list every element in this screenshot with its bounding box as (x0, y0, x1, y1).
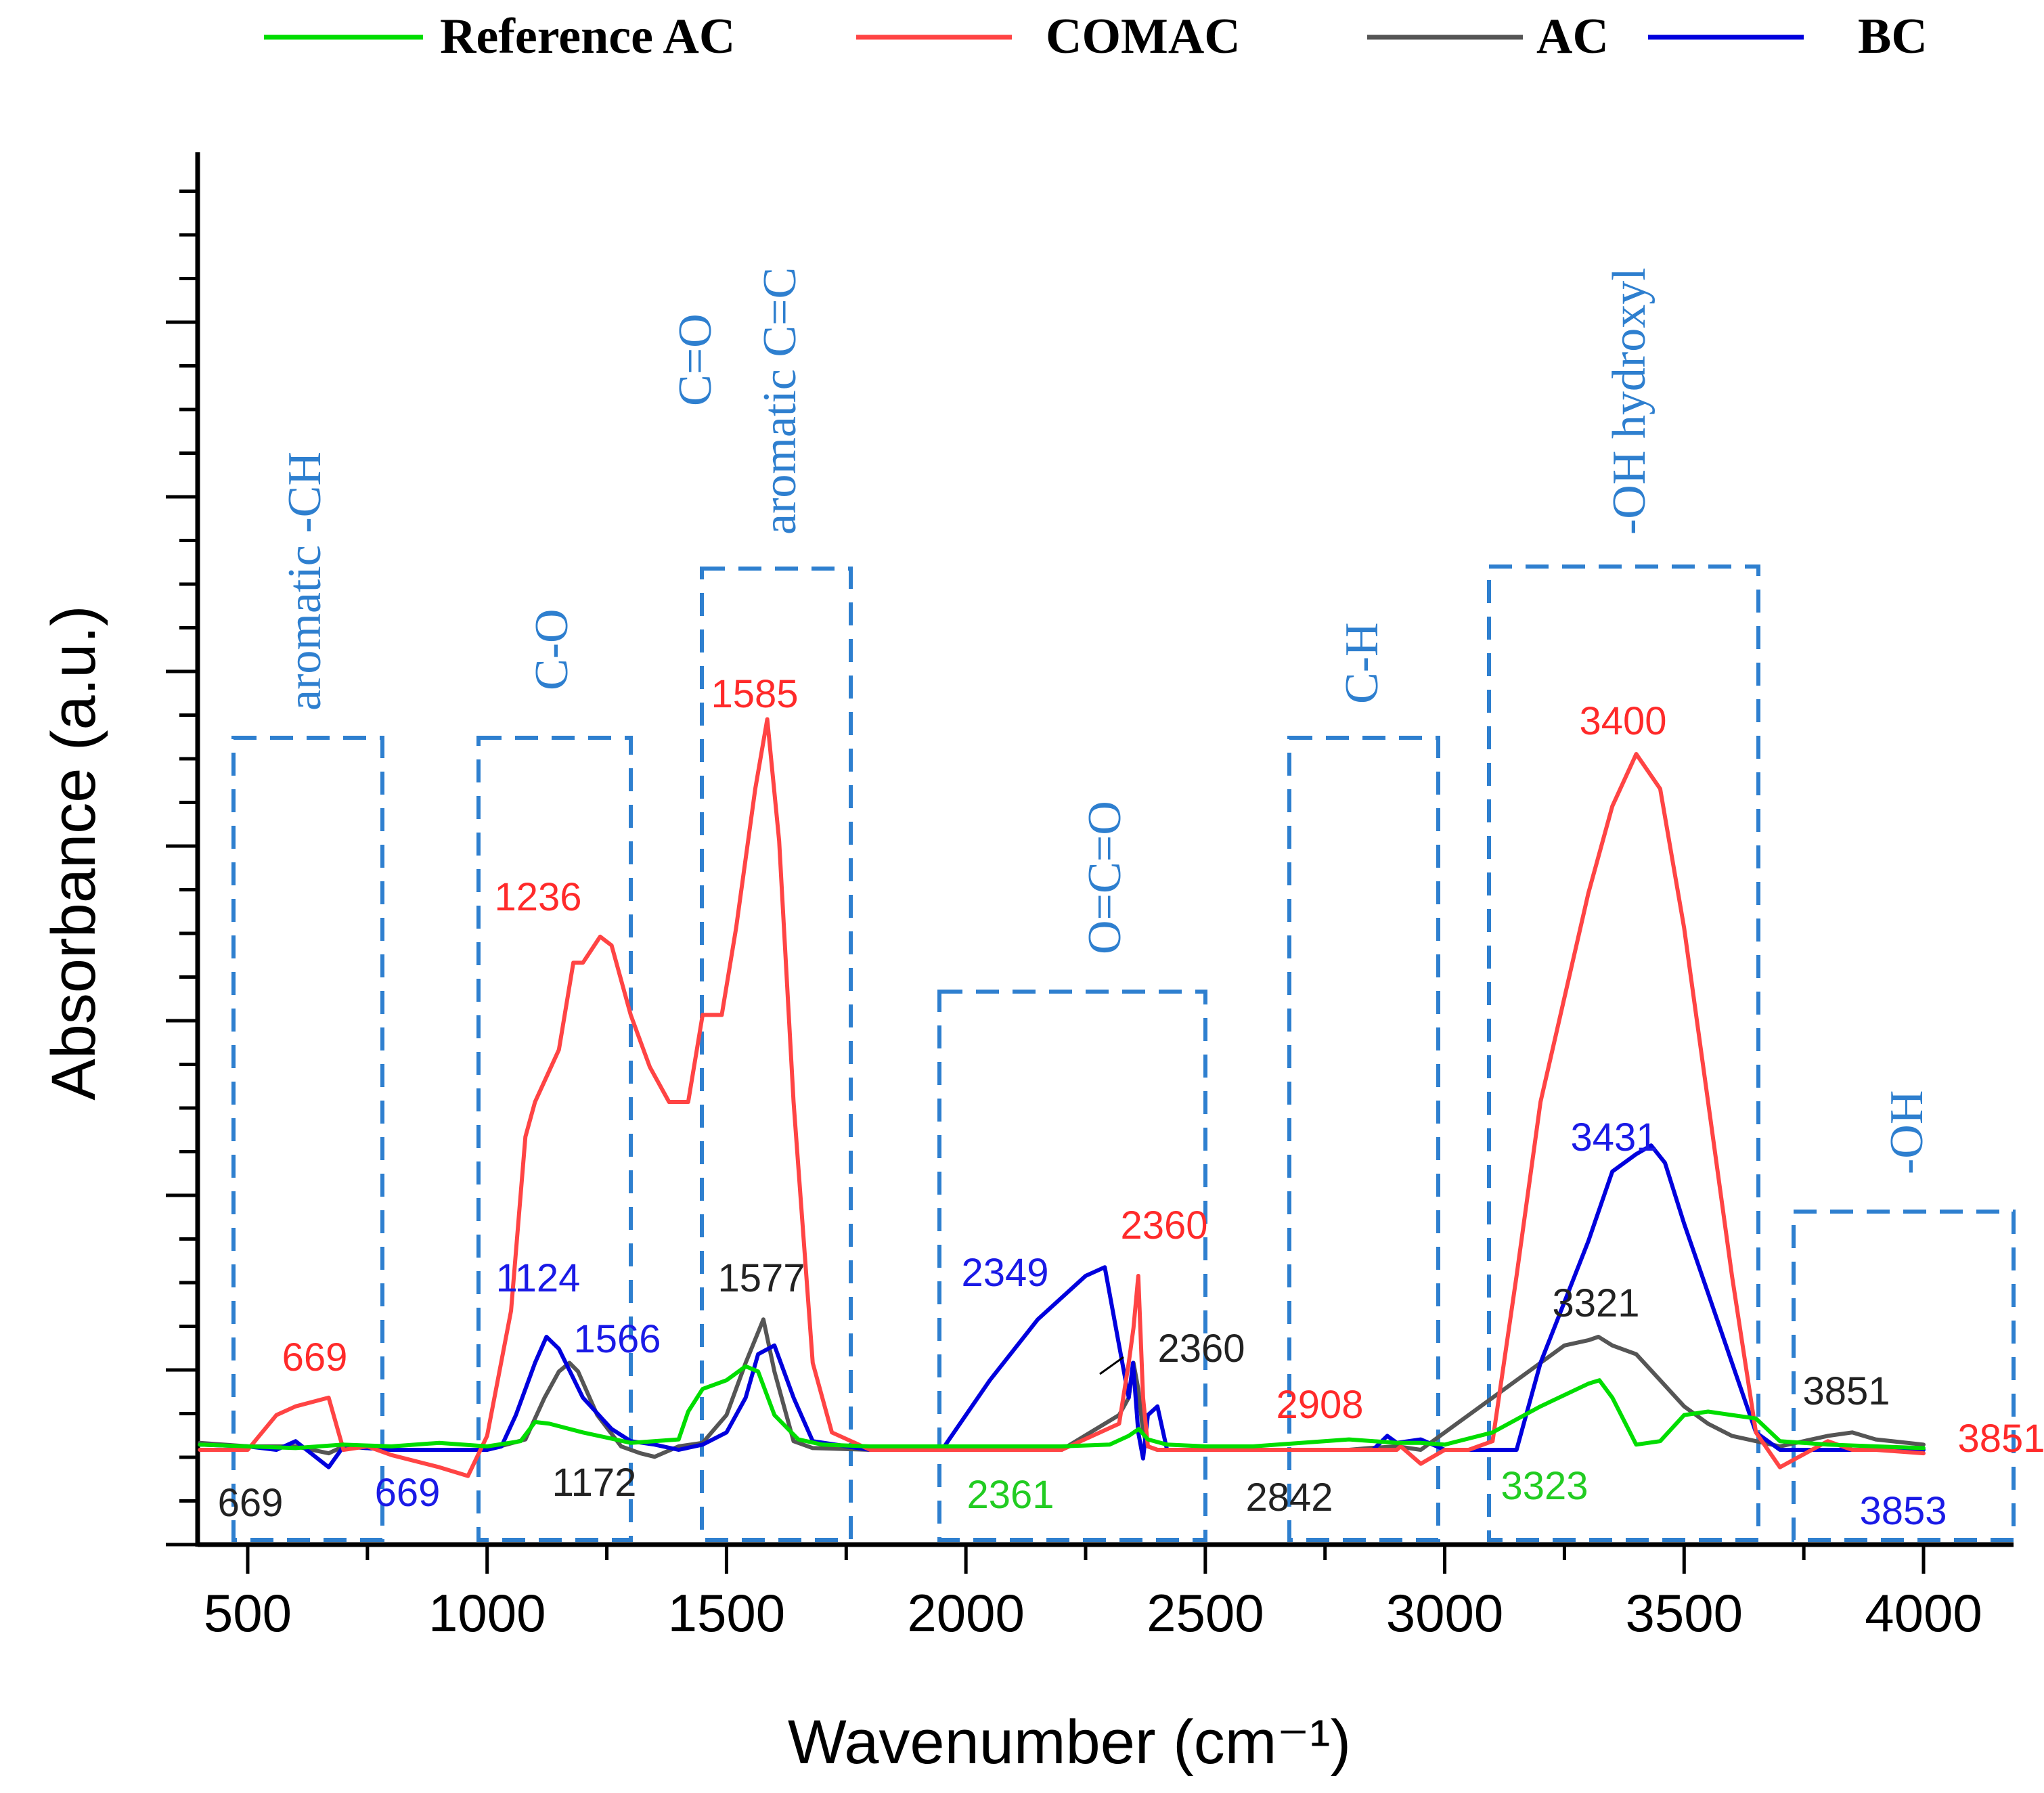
region-box-c-h (1287, 736, 1440, 1542)
region-box-aromatic-ch (231, 736, 384, 1542)
annotation-bc-3431: 3431 (1570, 1115, 1658, 1159)
region-labels: aromatic -CH C-O C=O aromatic C=C O=C=O … (279, 267, 1933, 1174)
annotation-comac-3851: 3851 (1957, 1417, 2044, 1461)
annotation-comac-1236: 1236 (494, 875, 581, 919)
axes (195, 152, 2014, 1547)
legend: Reference AC COMAC AC BC (264, 9, 1928, 64)
x-tick-label: 3500 (1626, 1583, 1743, 1643)
x-tick-label: 1500 (668, 1583, 786, 1643)
annotations: 1585 1236 669 2360 2908 3400 3851 1124 1… (218, 672, 2044, 1533)
legend-entry-reference-ac: Reference AC (264, 9, 735, 64)
x-tick-label: 4000 (1865, 1583, 1982, 1643)
region-boxes (231, 565, 2016, 1542)
legend-label-comac: COMAC (1046, 9, 1241, 64)
annotation-bc-669: 669 (375, 1471, 441, 1515)
region-box-c-o (476, 736, 633, 1542)
series-line-comac (198, 717, 1926, 1478)
ac-2360-leader (1099, 1356, 1124, 1375)
annotation-comac-1585: 1585 (711, 672, 798, 716)
region-label-o-c-o: O=C=O (1079, 801, 1131, 954)
region-box-c-o-double (700, 567, 853, 1542)
annotation-ac-3321: 3321 (1552, 1281, 1639, 1325)
region-label-oh-hydroxyl: -OH hydroxyl (1603, 267, 1656, 535)
x-tick-label: 1000 (428, 1583, 546, 1643)
annotation-ac-2360: 2360 (1157, 1327, 1245, 1371)
region-label-c-double-o: C=O (669, 313, 721, 406)
x-axis-title: Wavenumber (cm⁻¹) (788, 1708, 1351, 1777)
region-label-aromatic-ch: aromatic -CH (279, 451, 331, 711)
x-tick-labels: 500 1000 1500 2000 2500 3000 3500 4000 (204, 1583, 1982, 1643)
annotation-bc-1566: 1566 (573, 1317, 661, 1361)
annotation-bc-2349: 2349 (961, 1251, 1048, 1295)
x-tick-label: 500 (204, 1583, 292, 1643)
annotation-ac-2842: 2842 (1245, 1476, 1333, 1520)
x-tick-label: 3000 (1386, 1583, 1504, 1643)
x-tick-label: 2500 (1147, 1583, 1264, 1643)
y-ticks (166, 190, 198, 1547)
annotation-ac-1172: 1172 (552, 1461, 637, 1505)
x-ticks (246, 1545, 1926, 1574)
region-box-o-c-o (937, 990, 1207, 1542)
region-label-c-h: C-H (1336, 622, 1388, 704)
region-label-oh: -OH (1881, 1090, 1933, 1174)
annotation-ac-669: 669 (218, 1481, 284, 1525)
region-label-aromatic-cc: aromatic C=C (754, 267, 806, 535)
annotation-ref-2361: 2361 (967, 1473, 1054, 1517)
legend-label-bc: BC (1858, 9, 1928, 64)
region-label-c-o: C-O (526, 608, 578, 690)
series-layer (198, 717, 1926, 1478)
annotation-comac-2908: 2908 (1276, 1383, 1363, 1427)
legend-entry-ac: AC (1367, 9, 1609, 64)
annotation-ref-3323: 3323 (1501, 1464, 1588, 1508)
legend-entry-bc: BC (1648, 9, 1928, 64)
annotation-ac-1577: 1577 (717, 1256, 805, 1300)
annotation-comac-669: 669 (282, 1335, 348, 1379)
series-line-bc (198, 1143, 1926, 1469)
annotation-comac-2360: 2360 (1120, 1203, 1207, 1247)
annotation-bc-1124: 1124 (496, 1256, 581, 1300)
legend-label-ac: AC (1536, 9, 1609, 64)
x-tick-label: 2000 (907, 1583, 1025, 1643)
legend-label-reference-ac: Reference AC (440, 9, 735, 64)
series-line-reference-ac (198, 1364, 1926, 1451)
y-axis-title: Absorbance (a.u.) (39, 605, 108, 1100)
annotation-bc-3853: 3853 (1859, 1489, 1947, 1533)
region-box-oh (1792, 1210, 2016, 1542)
annotation-ac-3851: 3851 (1802, 1369, 1890, 1413)
annotation-comac-3400: 3400 (1579, 699, 1666, 743)
legend-entry-comac: COMAC (856, 9, 1241, 64)
